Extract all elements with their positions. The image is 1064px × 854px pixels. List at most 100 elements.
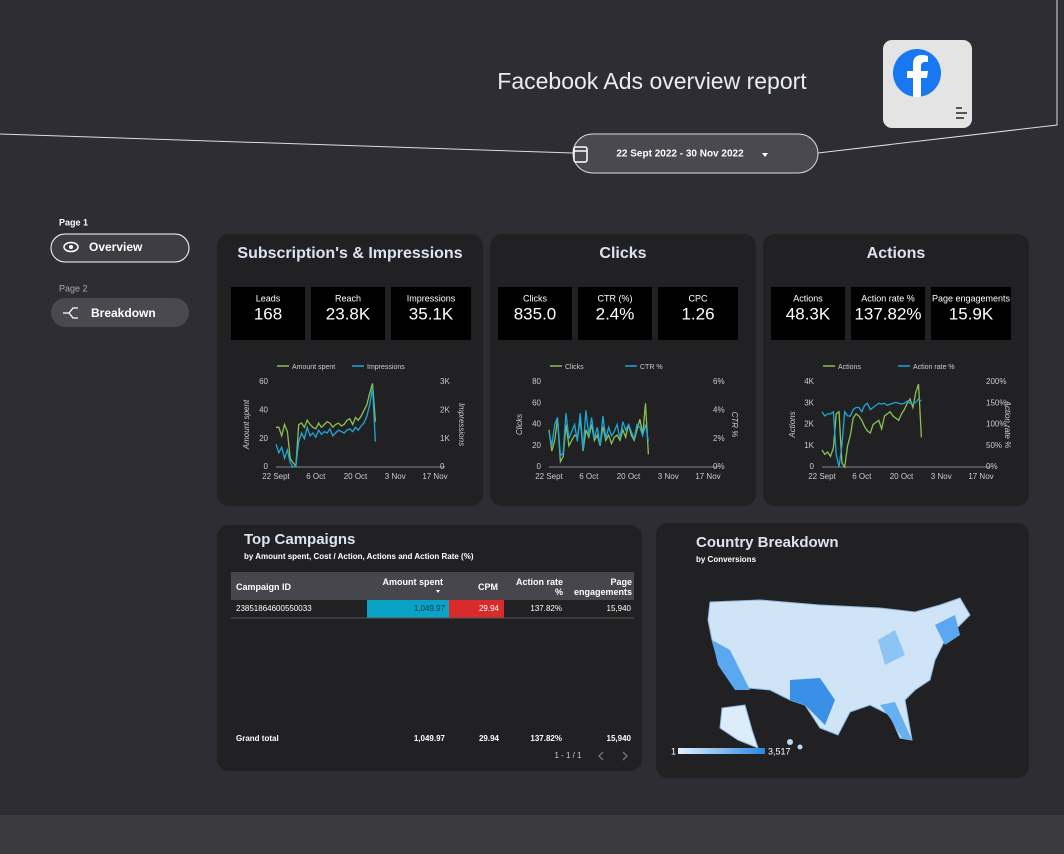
pagination: 1 - 1 / 1 bbox=[554, 751, 582, 760]
breakdown-icon bbox=[63, 307, 78, 319]
x-tick-label: 6 Oct bbox=[306, 472, 326, 481]
pager-arrows[interactable] bbox=[598, 751, 628, 761]
kpi-label: CTR (%) bbox=[598, 293, 633, 303]
total-cell: 29.94 bbox=[479, 734, 500, 743]
x-tick-label: 22 Sept bbox=[262, 472, 290, 481]
y-tick-label: 60 bbox=[532, 398, 541, 407]
legend-label: CTR % bbox=[640, 364, 663, 371]
date-range[interactable]: 22 Sept 2022 - 30 Nov 2022 bbox=[616, 149, 744, 160]
x-tick-label: 6 Oct bbox=[579, 472, 599, 481]
legend-label: Amount spent bbox=[292, 364, 335, 371]
table-title: Top Campaigns bbox=[244, 531, 355, 548]
page-label: Page 2 bbox=[59, 283, 88, 293]
y2-tick-label: 3K bbox=[440, 377, 450, 386]
footer-band bbox=[0, 815, 1064, 854]
y2-axis-title: Impressions bbox=[457, 403, 466, 446]
x-tick-label: 3 Nov bbox=[931, 472, 952, 481]
kpi-label: Leads bbox=[256, 293, 281, 303]
hawaii bbox=[797, 744, 803, 750]
kpi-value: 2.4% bbox=[596, 304, 635, 323]
sort-arrow bbox=[436, 590, 440, 593]
y2-tick-label: 0 bbox=[440, 462, 445, 471]
y2-tick-label: 150% bbox=[986, 398, 1006, 407]
series-line bbox=[276, 383, 377, 468]
y-tick-label: 40 bbox=[259, 405, 268, 414]
map-region bbox=[880, 702, 912, 740]
kpi-value: 168 bbox=[254, 304, 282, 323]
table-cell: 137.82% bbox=[530, 604, 562, 613]
legend-min: 1 bbox=[671, 746, 676, 756]
column-header[interactable]: Page engagements bbox=[573, 577, 632, 597]
kpi-card bbox=[391, 287, 471, 340]
calendar-icon bbox=[573, 146, 588, 163]
y2-axis-title: Action rate % bbox=[1003, 400, 1012, 449]
report-title: Facebook Ads overview report bbox=[497, 68, 807, 94]
total-cell: 1,049.97 bbox=[414, 734, 446, 743]
kpi-value: 35.1K bbox=[409, 304, 454, 323]
legend-max: 3,517 bbox=[768, 746, 791, 756]
x-tick-label: 6 Oct bbox=[852, 472, 872, 481]
map-region bbox=[935, 615, 960, 645]
kpi-value: 23.8K bbox=[326, 304, 371, 323]
x-tick-label: 3 Nov bbox=[385, 472, 406, 481]
x-tick-label: 17 Nov bbox=[695, 472, 720, 481]
nav-overview[interactable] bbox=[50, 233, 190, 263]
eye-icon bbox=[63, 241, 79, 253]
legend-label: Clicks bbox=[565, 364, 584, 371]
legend-label: Action rate % bbox=[913, 364, 955, 371]
heat-cell bbox=[449, 600, 504, 618]
kpi-card bbox=[771, 287, 845, 340]
panel-title: Clicks bbox=[599, 245, 646, 262]
total-cell: 137.82% bbox=[530, 734, 562, 743]
y-tick-label: 0 bbox=[810, 462, 815, 471]
nav-item[interactable]: Breakdown bbox=[91, 306, 156, 320]
y2-tick-label: 4% bbox=[713, 405, 725, 414]
table-cell: 15,940 bbox=[607, 604, 632, 613]
legend-label: Actions bbox=[838, 364, 861, 371]
total-cell: 15,940 bbox=[607, 734, 632, 743]
y-tick-label: 2K bbox=[804, 420, 814, 429]
y2-tick-label: 0% bbox=[986, 462, 998, 471]
y-tick-label: 0 bbox=[537, 462, 542, 471]
kpi-value: 48.3K bbox=[786, 304, 831, 323]
legend-label: Impressions bbox=[367, 364, 405, 371]
kpi-card bbox=[231, 287, 305, 340]
y-tick-label: 20 bbox=[259, 434, 268, 443]
y-tick-label: 20 bbox=[532, 441, 541, 450]
y-tick-label: 4K bbox=[804, 377, 814, 386]
nav-breakdown[interactable] bbox=[51, 298, 189, 327]
table-header bbox=[231, 572, 634, 600]
date-picker[interactable] bbox=[572, 133, 819, 174]
table-subtitle: by Amount spent, Cost / Action, Actions … bbox=[244, 552, 474, 561]
nav-item[interactable]: Overview bbox=[89, 240, 143, 254]
y2-tick-label: 50% bbox=[986, 441, 1002, 450]
kpi-value: 15.9K bbox=[949, 304, 994, 323]
y2-tick-label: 6% bbox=[713, 377, 725, 386]
column-header[interactable]: CPM bbox=[478, 582, 498, 592]
y-axis-title: Actions bbox=[788, 411, 797, 438]
column-header[interactable]: Amount spent bbox=[382, 577, 444, 587]
y-tick-label: 1K bbox=[804, 441, 814, 450]
kpi-card bbox=[578, 287, 652, 340]
header-line bbox=[817, 0, 1058, 154]
x-tick-label: 22 Sept bbox=[535, 472, 563, 481]
y2-axis-title: CTR % bbox=[730, 412, 739, 438]
series-line bbox=[275, 387, 377, 468]
page-label: Page 1 bbox=[59, 217, 88, 227]
series-line bbox=[821, 383, 923, 469]
kpi-card bbox=[311, 287, 385, 340]
map-region bbox=[878, 630, 905, 665]
kpi-card bbox=[931, 287, 1011, 340]
kpi-label: Impressions bbox=[407, 293, 456, 303]
x-tick-label: 17 Nov bbox=[422, 472, 447, 481]
header-line bbox=[0, 133, 574, 154]
x-tick-label: 22 Sept bbox=[808, 472, 836, 481]
kpi-label: CPC bbox=[688, 293, 708, 303]
x-tick-label: 20 Oct bbox=[890, 472, 914, 481]
table-cell: 23851864600550033 bbox=[236, 604, 312, 613]
logo-bars bbox=[956, 112, 967, 114]
map-region bbox=[712, 640, 750, 690]
column-header[interactable]: Action rate % bbox=[515, 577, 563, 597]
